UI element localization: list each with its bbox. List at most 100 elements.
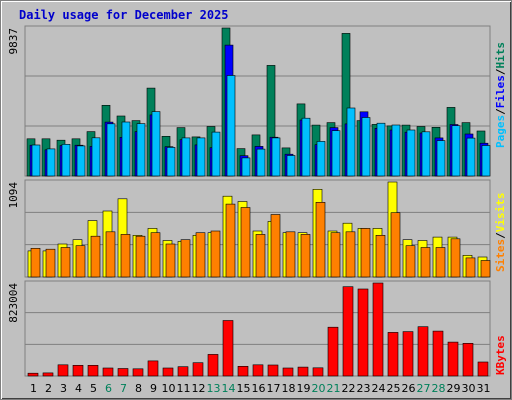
legend-files: Files: [494, 75, 507, 108]
pages-bar: [61, 144, 71, 177]
kbytes-bar: [417, 326, 429, 377]
pages-bar: [76, 145, 86, 177]
legend-separator: /: [494, 68, 507, 75]
x-tick-label: 13: [207, 382, 221, 395]
x-tick-label: 3: [60, 382, 67, 395]
kbytes-bar: [462, 342, 474, 377]
sites-bar: [120, 234, 131, 278]
sites-bar: [135, 235, 146, 278]
sites-bar: [105, 231, 116, 278]
x-tick-label: 18: [282, 382, 296, 395]
kbytes-bar: [147, 360, 159, 377]
x-tick-label: 11: [177, 382, 191, 395]
panel-1-ymax-label: 9837: [7, 28, 20, 55]
x-tick-label: 21: [327, 382, 341, 395]
x-tick-label: 26: [402, 382, 416, 395]
legend-hits: Hits: [494, 42, 507, 69]
pages-bar: [31, 144, 41, 177]
chart-title: Daily usage for December 2025: [19, 8, 229, 22]
legend-pages: Pages: [494, 115, 507, 148]
x-tick-label: 24: [372, 382, 386, 395]
kbytes-bar: [357, 288, 369, 377]
sites-bar: [30, 248, 41, 278]
x-tick-label: 16: [252, 382, 266, 395]
kbytes-bar: [117, 368, 129, 377]
pages-bar: [211, 131, 221, 177]
kbytes-bar: [177, 366, 189, 377]
pages-bar: [151, 111, 161, 177]
kbytes-bar: [297, 366, 309, 377]
x-tick-label: 5: [90, 382, 97, 395]
kbytes-bar: [132, 368, 144, 377]
sites-bar: [375, 235, 386, 278]
kbytes-bar: [267, 364, 279, 377]
kbytes-bar: [27, 372, 39, 377]
kbytes-bar: [57, 364, 69, 377]
sites-bar: [345, 231, 356, 278]
sites-bar: [165, 243, 176, 278]
sites-bar: [420, 247, 431, 278]
sites-bar: [435, 247, 446, 278]
kbytes-bar: [237, 365, 249, 377]
pages-bar: [331, 130, 341, 177]
x-tick-label: 30: [462, 382, 476, 395]
sites-bar: [405, 245, 416, 278]
sites-bar: [225, 203, 236, 278]
sites-bar: [270, 214, 281, 278]
legend-kbytes: KBytes: [494, 335, 507, 375]
kbytes-bar: [42, 372, 54, 377]
kbytes-bar: [87, 364, 99, 377]
sites-bar: [450, 238, 461, 278]
x-tick-label: 6: [105, 382, 112, 395]
pages-bar: [436, 140, 446, 177]
sites-bar: [300, 234, 311, 278]
legend-separator: /: [494, 232, 507, 239]
kbytes-bar: [252, 364, 264, 377]
pages-bar: [481, 145, 491, 177]
sites-bar: [465, 257, 476, 278]
kbytes-bar: [72, 364, 84, 377]
pages-bar: [271, 137, 281, 177]
sites-bar: [480, 260, 491, 278]
kbytes-bar: [402, 331, 414, 377]
x-tick-label: 25: [387, 382, 401, 395]
pages-bar: [421, 131, 431, 177]
sites-bar: [285, 231, 296, 278]
pages-bar: [166, 147, 176, 177]
kbytes-bar: [102, 367, 114, 377]
x-tick-label: 8: [135, 382, 142, 395]
pages-bar: [346, 107, 356, 177]
sites-bar: [150, 232, 161, 278]
sites-bar: [240, 207, 251, 278]
kbytes-bar: [207, 354, 219, 377]
x-tick-label: 14: [222, 382, 236, 395]
pages-bar: [196, 137, 206, 177]
x-tick-label: 12: [192, 382, 206, 395]
legend-sites: Sites: [494, 239, 507, 272]
pages-bar: [106, 123, 116, 177]
x-tick-label: 4: [75, 382, 82, 395]
panel-2-ymax-label: 1094: [7, 182, 20, 209]
legend-separator: /: [494, 108, 507, 115]
x-tick-label: 1: [30, 382, 37, 395]
kbytes-bar: [312, 367, 324, 377]
sites-bar: [210, 230, 221, 278]
kbytes-bar: [192, 362, 204, 377]
pages-bar: [256, 148, 266, 177]
pages-bar: [451, 125, 461, 177]
kbytes-bar: [477, 361, 489, 377]
pages-bar: [361, 117, 371, 177]
x-tick-label: 20: [312, 382, 326, 395]
legend-visits: Visits: [494, 193, 507, 233]
x-tick-label: 2: [45, 382, 52, 395]
pages-bar: [46, 148, 56, 177]
x-tick-label: 17: [267, 382, 281, 395]
kbytes-bar: [162, 367, 174, 377]
x-tick-label: 10: [162, 382, 176, 395]
kbytes-bar: [372, 282, 384, 377]
pages-bar: [241, 157, 251, 177]
x-tick-label: 9: [150, 382, 157, 395]
x-tick-label: 29: [447, 382, 461, 395]
pages-bar: [316, 141, 326, 177]
